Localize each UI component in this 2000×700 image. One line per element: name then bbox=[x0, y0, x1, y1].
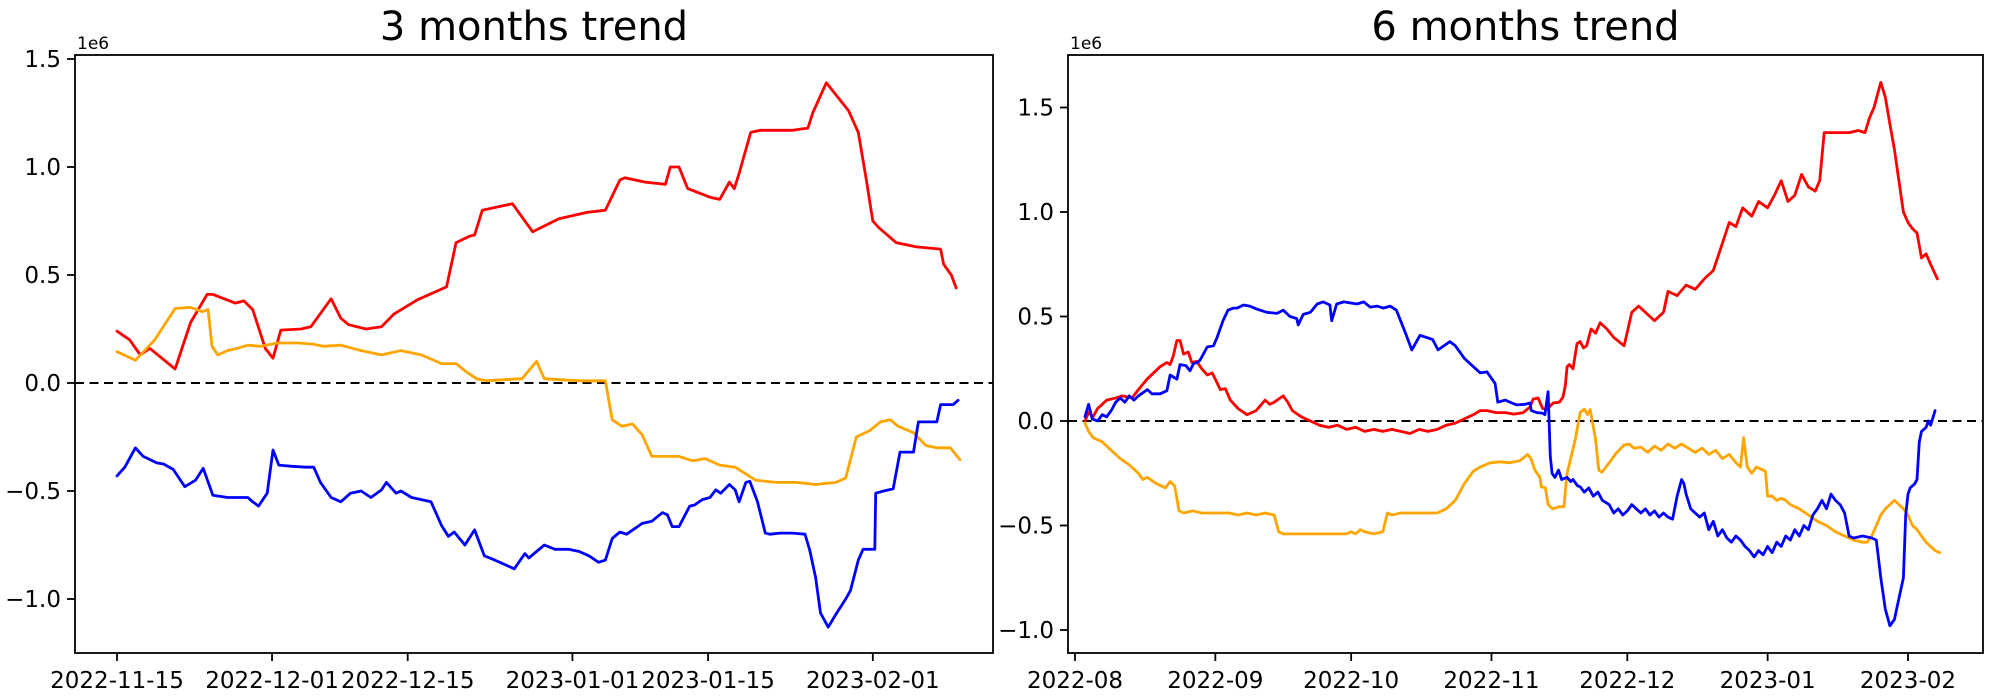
blue-line bbox=[115, 398, 960, 629]
y-tick-label: 1.5 bbox=[1017, 96, 1054, 122]
y-axis-offset-label-right: 1e6 bbox=[1070, 34, 1103, 54]
y-tick-label: 1.0 bbox=[24, 155, 61, 181]
x-tick-label: 2022-11 bbox=[1443, 668, 1539, 694]
y-tick-label: −0.5 bbox=[998, 514, 1054, 540]
plot-border bbox=[1067, 54, 1984, 654]
x-tick-label: 2022-10 bbox=[1303, 668, 1399, 694]
x-tick-label: 2022-09 bbox=[1167, 668, 1263, 694]
y-tick-label: 0.0 bbox=[24, 371, 61, 397]
y-axis-offset-label-left: 1e6 bbox=[77, 34, 110, 54]
y-tick-label: −0.5 bbox=[5, 479, 61, 505]
x-tick-label: 2022-12 bbox=[1579, 668, 1675, 694]
x-tick-label: 2022-12-15 bbox=[341, 668, 475, 694]
x-tick-label: 2023-01-01 bbox=[506, 668, 640, 694]
x-tick-label: 2022-08 bbox=[1027, 668, 1123, 694]
red-line bbox=[1083, 81, 1939, 435]
red-line bbox=[115, 81, 958, 371]
plot-border bbox=[74, 54, 994, 654]
x-tick-label: 2022-12-01 bbox=[205, 668, 339, 694]
y-tick-label: −1.0 bbox=[5, 587, 61, 613]
x-tick-label: 2022-11-15 bbox=[50, 668, 184, 694]
x-tick-label: 2023-01 bbox=[1720, 668, 1816, 694]
y-tick-label: 0.5 bbox=[1017, 305, 1054, 331]
chart-title-6-months: 6 months trend bbox=[1371, 4, 1680, 50]
y-tick-label: 1.0 bbox=[1017, 200, 1054, 226]
blue-line bbox=[1083, 300, 1937, 628]
x-tick-label: 2023-02-01 bbox=[806, 668, 940, 694]
y-tick-label: −1.0 bbox=[998, 618, 1054, 644]
orange-line bbox=[115, 305, 962, 486]
chart-title-3-months: 3 months trend bbox=[379, 4, 689, 50]
x-tick-label: 2023-02 bbox=[1860, 668, 1956, 694]
y-tick-label: 0.5 bbox=[24, 263, 61, 289]
orange-line bbox=[1083, 407, 1942, 555]
y-tick-label: 1.5 bbox=[24, 47, 61, 73]
y-tick-label: 0.0 bbox=[1017, 409, 1054, 435]
x-tick-label: 2023-01-15 bbox=[641, 668, 775, 694]
